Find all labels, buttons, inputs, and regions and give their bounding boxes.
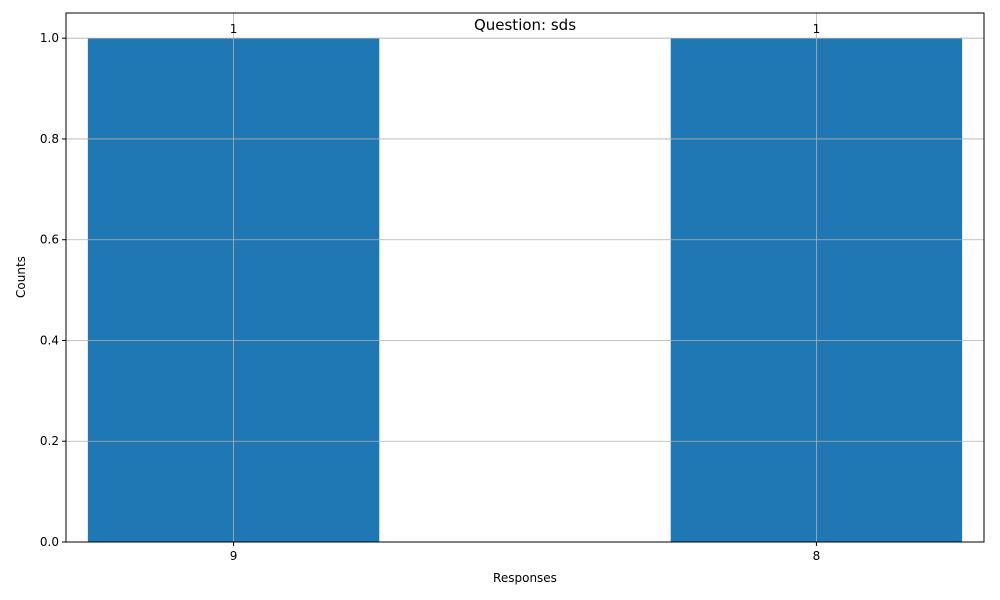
y-tick-label: 0.2	[40, 434, 59, 448]
y-axis-ticks: 0.0 0.2 0.4 0.6 0.8 1.0	[40, 31, 66, 549]
plot-frame	[65, 12, 985, 543]
y-tick-label: 0.4	[40, 333, 59, 347]
chart-title: Question: sds	[474, 16, 576, 34]
y-axis-label: Counts	[14, 256, 28, 298]
y-tick-label: 0.0	[40, 535, 59, 549]
x-tick-label: 8	[813, 549, 821, 563]
bar-value-label: 1	[230, 22, 238, 36]
bar-value-label: 1	[813, 22, 821, 36]
y-tick-label: 1.0	[40, 31, 59, 45]
y-tick-label: 0.8	[40, 132, 59, 146]
y-tick-label: 0.6	[40, 233, 59, 247]
x-axis-label: Responses	[493, 571, 557, 585]
x-tick-label: 9	[230, 549, 238, 563]
